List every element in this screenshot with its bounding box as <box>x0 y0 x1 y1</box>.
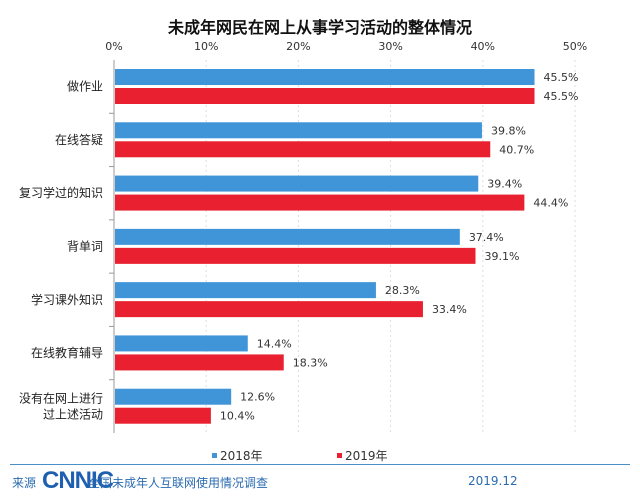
bar-2018 <box>115 388 232 405</box>
source-label: 来源 <box>12 476 37 490</box>
bar-2018 <box>115 228 460 245</box>
report-date: 2019.12 <box>468 474 518 488</box>
category-label: 过上述活动 <box>43 407 103 421</box>
bar-2019 <box>115 354 284 371</box>
legend-swatch <box>212 453 217 458</box>
data-label: 39.8% <box>491 124 526 137</box>
data-label: 39.1% <box>485 250 520 263</box>
legend-item-2019: 2019年 <box>337 447 388 464</box>
data-label: 28.3% <box>385 284 420 297</box>
category-label: 在线答疑 <box>55 132 103 147</box>
data-label: 40.7% <box>499 143 534 156</box>
bar-2018 <box>115 122 482 139</box>
footer: 来源 CNNIC 全国未成年人互联网使用情况调查 2019.12 <box>10 464 630 498</box>
x-tick-label: 0% <box>105 40 122 53</box>
legend-swatch <box>337 453 342 458</box>
x-tick-label: 50% <box>563 40 587 53</box>
data-label: 14.4% <box>257 337 292 350</box>
data-label: 39.4% <box>487 178 522 191</box>
bar-2019 <box>115 247 476 264</box>
bar-2019 <box>115 88 535 104</box>
x-tick-label: 20% <box>286 40 310 53</box>
bar-2019 <box>115 194 525 211</box>
data-label: 44.4% <box>533 197 568 210</box>
x-tick-label: 10% <box>194 40 218 53</box>
category-label: 学习课外知识 <box>31 292 103 307</box>
bar-2018 <box>115 69 535 85</box>
bar-2018 <box>115 175 479 192</box>
bar-2019 <box>115 141 491 158</box>
data-label: 45.5% <box>544 90 579 103</box>
legend-label: 2019年 <box>345 449 388 463</box>
category-label: 在线教育辅导 <box>31 345 103 360</box>
bar-2018 <box>115 282 376 299</box>
data-label: 37.4% <box>469 231 504 244</box>
chart-title: 未成年网民在网上从事学习活动的整体情况 <box>167 18 472 37</box>
category-label: 做作业 <box>67 79 103 94</box>
legend-label: 2018年 <box>220 449 263 463</box>
data-label: 33.4% <box>432 303 467 316</box>
data-label: 12.6% <box>240 391 275 404</box>
x-tick-label: 40% <box>471 40 495 53</box>
cnnic-logo: CNNIC <box>42 467 114 494</box>
data-label: 18.3% <box>293 356 328 369</box>
data-label: 45.5% <box>544 71 579 84</box>
bar-2019 <box>115 301 423 318</box>
bar-2019 <box>115 407 211 424</box>
data-label: 10.4% <box>220 410 255 423</box>
category-label: 没有在网上进行 <box>19 390 103 405</box>
x-tick-label: 30% <box>378 40 402 53</box>
legend-item-2018: 2018年 <box>212 447 263 464</box>
category-label: 背单词 <box>67 240 103 254</box>
category-label: 复习学过的知识 <box>19 185 103 200</box>
bar-2018 <box>115 335 248 352</box>
survey-name: 全国未成年人互联网使用情况调查 <box>88 476 269 490</box>
